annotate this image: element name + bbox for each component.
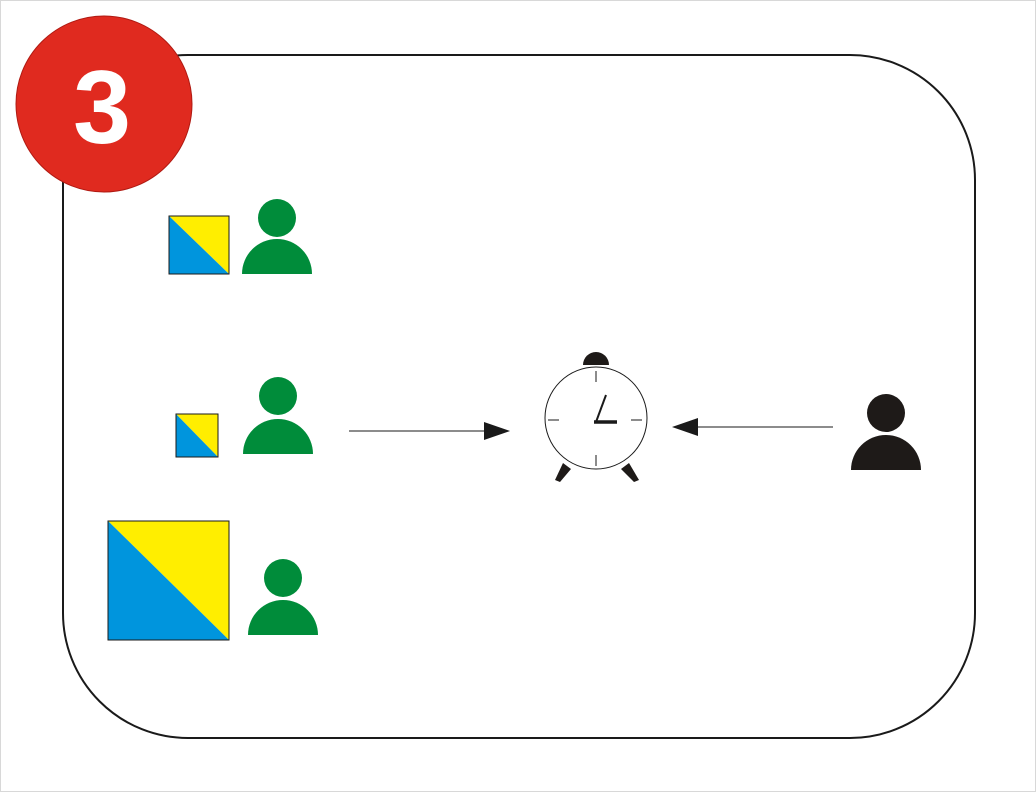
split-square-icon xyxy=(107,520,230,641)
green-person-icon xyxy=(248,559,318,635)
alarm-bell xyxy=(583,352,609,365)
clock-leg-right xyxy=(621,463,639,482)
black-person-icon xyxy=(851,394,921,470)
clock-leg-left xyxy=(555,463,571,482)
clock-face xyxy=(544,366,648,470)
green-person-icon xyxy=(243,377,313,454)
rounded-frame xyxy=(62,54,976,739)
green-person-icon xyxy=(242,199,312,274)
alarm-clock-icon xyxy=(544,352,648,482)
step-number: 3 xyxy=(73,50,131,166)
pair-medium xyxy=(168,199,312,275)
split-square-icon xyxy=(168,215,230,275)
pair-small xyxy=(175,377,313,458)
pair-large xyxy=(107,520,318,641)
step-badge: 3 xyxy=(15,15,193,193)
split-square-icon xyxy=(175,413,219,458)
clock-minute-hand xyxy=(595,394,607,423)
step-badge-circle xyxy=(15,15,193,193)
